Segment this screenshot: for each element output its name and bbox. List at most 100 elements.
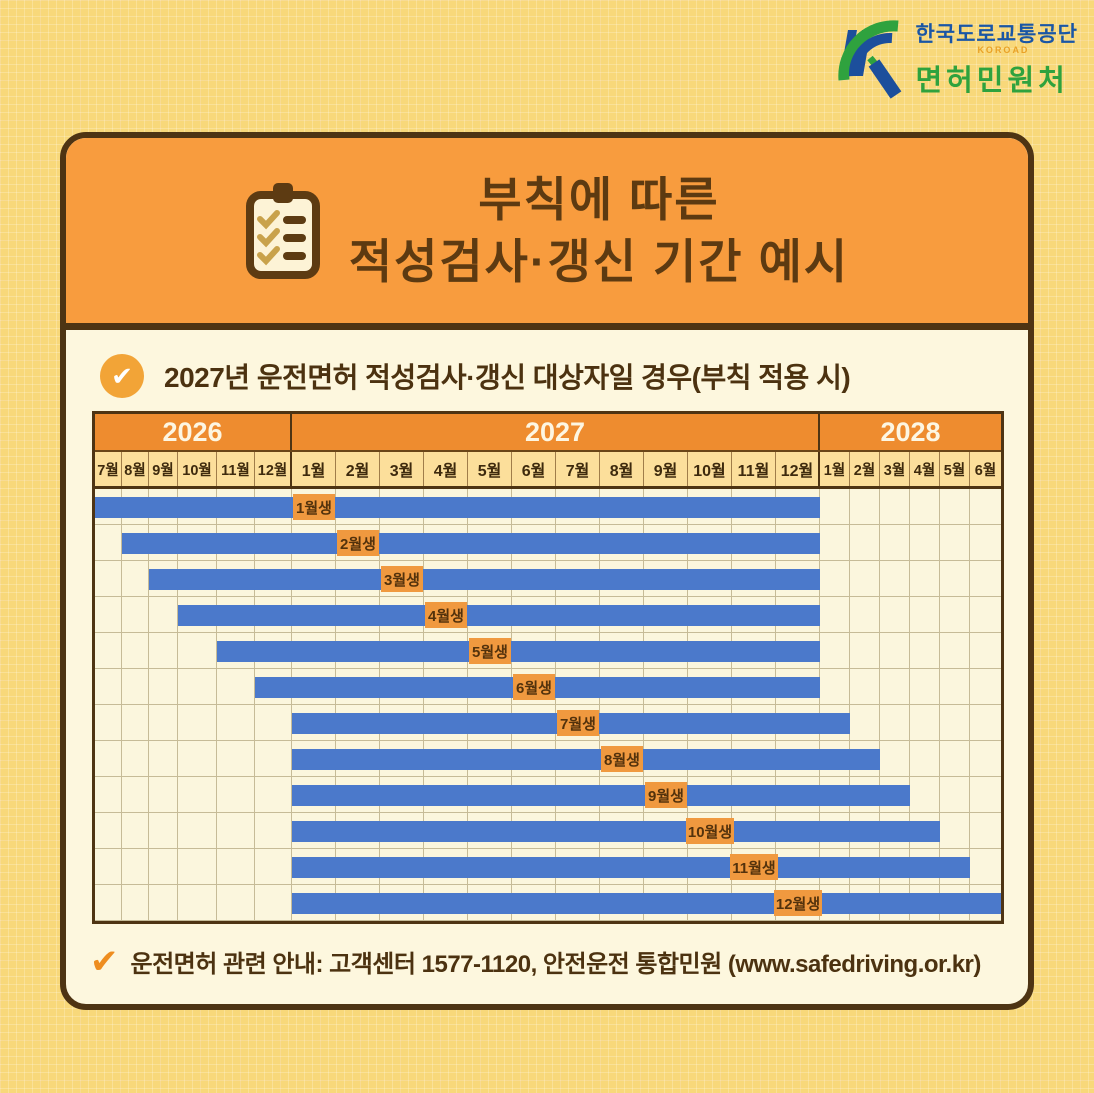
- grid-cell: [122, 669, 149, 705]
- grid-cell: [255, 777, 292, 813]
- grid-cell: [940, 813, 970, 849]
- grid-cell: [970, 741, 1001, 777]
- check-icon: ✔: [90, 942, 119, 981]
- grid-cell: [940, 777, 970, 813]
- grid-cell: [820, 525, 850, 561]
- footer-text: 운전면허 관련 안내: 고객센터 1577-1120, 안전운전 통합민원 (w…: [130, 951, 982, 978]
- grid-cell: [178, 741, 217, 777]
- gantt-bar-label: 6월생: [513, 674, 555, 700]
- grid-cell: [122, 561, 149, 597]
- org-name-en: KOROAD: [977, 45, 1030, 55]
- grid-cell: [178, 813, 217, 849]
- gantt-bar-label: 7월생: [557, 710, 599, 736]
- grid-cell: [820, 597, 850, 633]
- grid-cell: [95, 741, 122, 777]
- grid-cell: [122, 633, 149, 669]
- grid-cell: [970, 597, 1001, 633]
- month-header-cell: 2월: [850, 452, 880, 486]
- grid-cell: [910, 633, 940, 669]
- month-header-cell: 3월: [880, 452, 910, 486]
- info-card: 부칙에 따른 적성검사·갱신 기간 예시 ✔ 2027년 운전면허 적성검사·갱…: [60, 132, 1034, 1010]
- gantt-bar: [292, 784, 910, 806]
- grid-cell: [820, 489, 850, 525]
- card-body: ✔ 2027년 운전면허 적성검사·갱신 대상자일 경우(부칙 적용 시) 20…: [66, 354, 1028, 979]
- org-name: 한국도로교통공단: [915, 23, 1078, 46]
- grid-cell: [880, 525, 910, 561]
- grid-cell: [95, 633, 122, 669]
- grid-cell: [178, 669, 217, 705]
- gantt-bar: [292, 748, 880, 770]
- year-header-cell: 2026: [95, 414, 292, 450]
- gantt-bar-label: 12월생: [773, 890, 823, 916]
- grid-cell: [255, 705, 292, 741]
- month-header-cell: 11월: [217, 452, 255, 486]
- gantt-bar-label: 9월생: [645, 782, 687, 808]
- grid-cell: [217, 885, 255, 921]
- grid-cell: [95, 669, 122, 705]
- chart-area: 1월생 2월생 3월생 4월생 5월생 6월생 7월생 8월생 9월생 10월생 11월생 12월생: [95, 489, 1001, 921]
- card-header: 부칙에 따른 적성검사·갱신 기간 예시: [66, 138, 1028, 330]
- koroad-logo-mark: [838, 20, 902, 99]
- grid-cell: [970, 669, 1001, 705]
- grid-cell: [940, 561, 970, 597]
- gantt-bar-label: 1월생: [293, 494, 335, 520]
- grid-cell: [217, 669, 255, 705]
- gantt-bar-label: 5월생: [469, 638, 511, 664]
- grid-cell: [255, 813, 292, 849]
- grid-cell: [149, 705, 178, 741]
- grid-cell: [95, 525, 122, 561]
- grid-cell: [149, 777, 178, 813]
- grid-cell: [880, 561, 910, 597]
- grid-cell: [217, 705, 255, 741]
- gantt-bar: [292, 856, 970, 878]
- page-title-line2: 적성검사·갱신 기간 예시: [348, 234, 850, 288]
- gantt-bar: [217, 640, 820, 662]
- grid-cell: [178, 777, 217, 813]
- grid-cell: [910, 777, 940, 813]
- gantt-chart: 2026 2027 2028 7월 8월 9월 10월 11월 12월 1월 2월 3월 4월 5월 6월…: [92, 411, 1004, 924]
- year-header-cell: 2027: [292, 414, 820, 450]
- grid-cell: [95, 849, 122, 885]
- grid-cell: [122, 813, 149, 849]
- grid-cell: [149, 597, 178, 633]
- clipboard-icon: [245, 182, 320, 279]
- grid-cell: [95, 597, 122, 633]
- grid-cell: [255, 741, 292, 777]
- grid-cell: [122, 705, 149, 741]
- month-header-cell: 12월: [776, 452, 820, 486]
- grid-cell: [850, 705, 880, 741]
- grid-cell: [970, 813, 1001, 849]
- grid-cell: [910, 597, 940, 633]
- grid-cell: [95, 777, 122, 813]
- grid-cell: [149, 741, 178, 777]
- grid-cell: [820, 561, 850, 597]
- month-header-cell: 5월: [468, 452, 512, 486]
- gantt-bar: [149, 568, 820, 590]
- grid-cell: [910, 489, 940, 525]
- gantt-bar: [95, 496, 820, 518]
- chart-bars: 1월생 2월생 3월생 4월생 5월생 6월생 7월생 8월생 9월생 10월생 11월생 12월생: [95, 489, 1001, 921]
- subtitle-text: 2027년 운전면허 적성검사·갱신 대상자일 경우(부칙 적용 시): [164, 362, 851, 393]
- gantt-bar-label: 11월생: [730, 854, 778, 880]
- grid-cell: [940, 525, 970, 561]
- month-header-cell: 12월: [255, 452, 292, 486]
- grid-cell: [940, 633, 970, 669]
- grid-cell: [910, 669, 940, 705]
- month-header-cell: 9월: [644, 452, 688, 486]
- grid-cell: [970, 633, 1001, 669]
- grid-cell: [850, 561, 880, 597]
- month-header-cell: 7월: [95, 452, 122, 486]
- grid-cell: [149, 849, 178, 885]
- grid-cell: [95, 813, 122, 849]
- grid-cell: [910, 561, 940, 597]
- month-header-cell: 9월: [149, 452, 178, 486]
- grid-cell: [940, 705, 970, 741]
- dept-name: 면허민원처: [915, 65, 1069, 97]
- grid-cell: [970, 489, 1001, 525]
- month-header-cell: 11월: [732, 452, 776, 486]
- gantt-bar: [122, 532, 820, 554]
- grid-cell: [880, 597, 910, 633]
- gantt-bar-label: 2월생: [337, 530, 379, 556]
- grid-cell: [122, 597, 149, 633]
- grid-cell: [970, 849, 1001, 885]
